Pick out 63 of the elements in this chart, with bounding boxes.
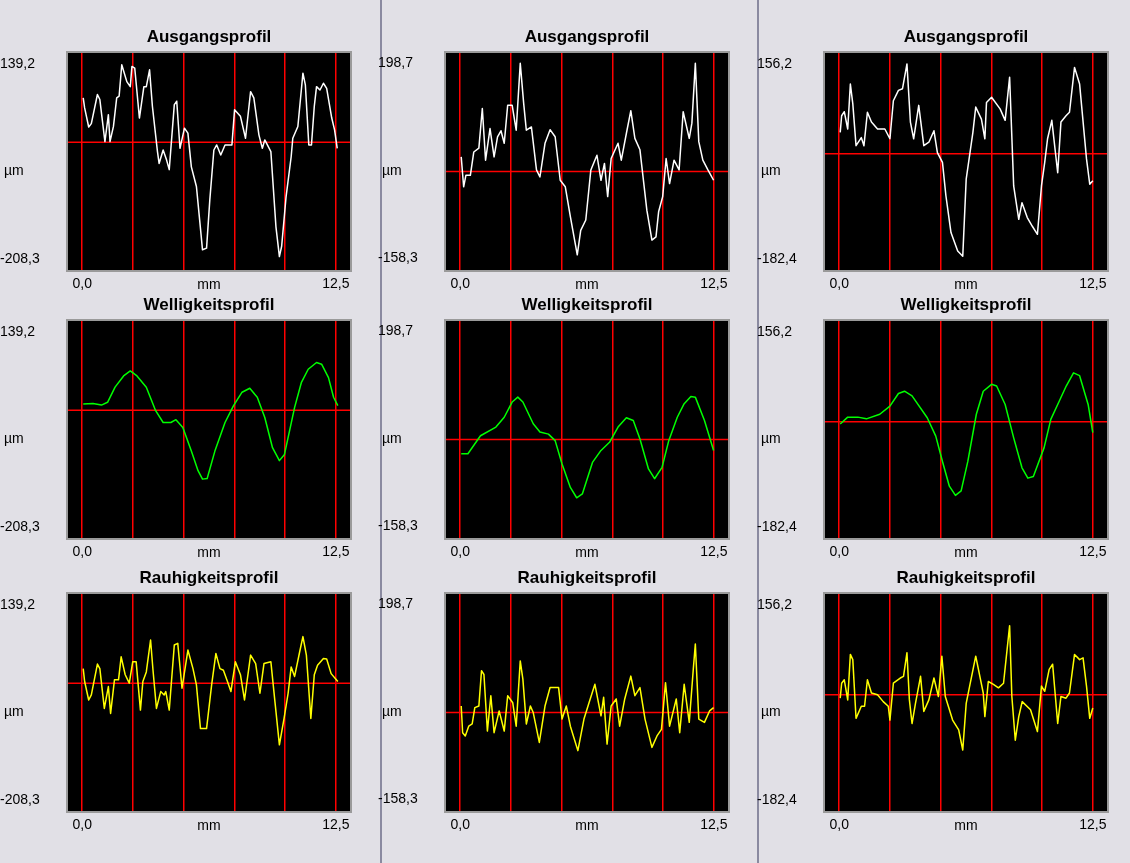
chart-title: Rauhigkeitsprofil [517,567,657,587]
y-tick-label: 198,7 [378,595,414,612]
y-axis-title: µm [4,703,24,720]
y-tick-label: 156,2 [757,595,793,612]
x-tick-label: 0,0 [829,275,850,292]
y-tick-label: -182,4 [757,517,797,534]
x-tick-label: 0,0 [450,816,471,833]
y-axis-title: µm [382,162,402,179]
y-tick-label: -182,4 [757,249,797,266]
chart-title: Welligkeitsprofil [900,294,1032,314]
x-tick-label: 12,5 [322,275,350,292]
chart-title: Rauhigkeitsprofil [139,567,279,587]
chart-title: Ausgangsprofil [524,26,650,46]
x-axis-title: mm [575,543,599,560]
chart-title: Ausgangsprofil [903,26,1029,46]
x-axis-title: mm [954,816,978,833]
x-tick-label: 12,5 [700,543,728,560]
x-tick-label: 0,0 [450,543,471,560]
x-tick-label: 0,0 [829,543,850,560]
x-axis-title: mm [197,816,221,833]
chart-title: Ausgangsprofil [146,26,272,46]
y-tick-label: 156,2 [757,54,793,71]
x-axis-title: mm [197,275,221,292]
y-axis-title: µm [382,430,402,447]
x-tick-label: 12,5 [1079,816,1107,833]
x-tick-label: 12,5 [700,816,728,833]
x-tick-label: 0,0 [72,543,93,560]
x-tick-label: 12,5 [700,275,728,292]
y-axis-title: µm [4,430,24,447]
y-axis-title: µm [761,162,781,179]
chart-title: Welligkeitsprofil [521,294,653,314]
x-tick-label: 12,5 [1079,543,1107,560]
y-tick-label: -158,3 [378,789,418,806]
y-axis-title: µm [382,703,402,720]
x-axis-title: mm [954,543,978,560]
x-axis-title: mm [575,816,599,833]
y-tick-label: 139,2 [0,54,36,71]
y-tick-label: 156,2 [757,322,793,339]
y-tick-label: 139,2 [0,322,36,339]
chart-title: Welligkeitsprofil [143,294,275,314]
y-tick-label: -158,3 [378,248,418,265]
chart-title: Rauhigkeitsprofil [896,567,1036,587]
x-tick-label: 0,0 [450,275,471,292]
x-tick-label: 0,0 [829,816,850,833]
y-tick-label: -158,3 [378,516,418,533]
y-tick-label: 139,2 [0,595,36,612]
x-tick-label: 12,5 [322,543,350,560]
y-axis-title: µm [761,430,781,447]
x-tick-label: 0,0 [72,816,93,833]
y-tick-label: -208,3 [0,249,40,266]
y-tick-label: -182,4 [757,790,797,807]
y-axis-title: µm [4,162,24,179]
x-axis-title: mm [197,543,221,560]
x-axis-title: mm [954,275,978,292]
x-tick-label: 0,0 [72,275,93,292]
x-axis-title: mm [575,275,599,292]
y-tick-label: 198,7 [378,54,414,71]
x-tick-label: 12,5 [322,816,350,833]
x-tick-label: 12,5 [1079,275,1107,292]
y-tick-label: -208,3 [0,517,40,534]
y-axis-title: µm [761,703,781,720]
y-tick-label: 198,7 [378,322,414,339]
y-tick-label: -208,3 [0,790,40,807]
